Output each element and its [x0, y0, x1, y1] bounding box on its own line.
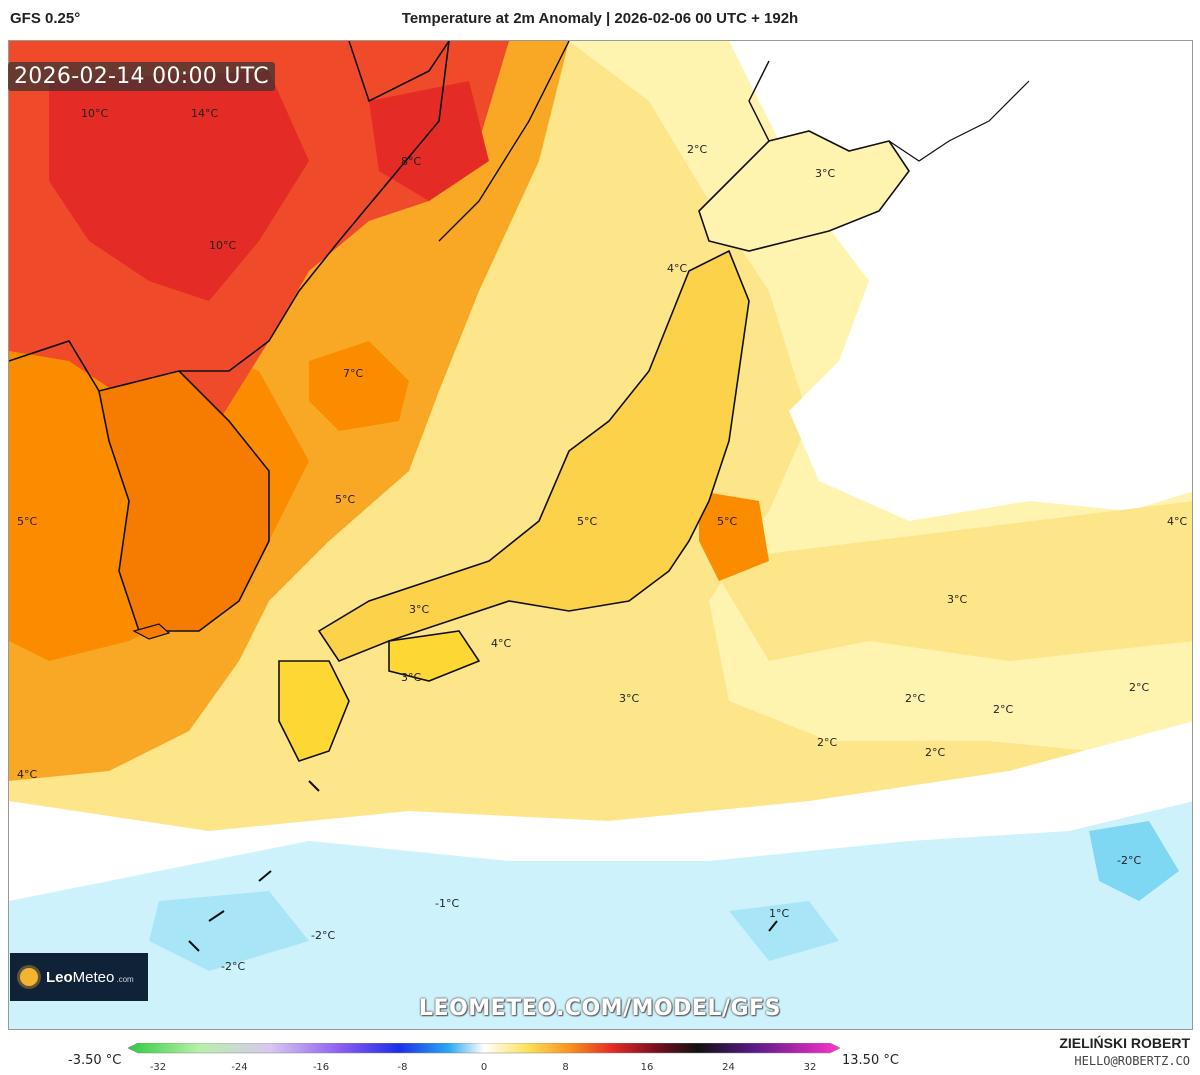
colorbar-tick-label: -32	[150, 1062, 166, 1073]
coast-sakhalin	[748, 60, 770, 142]
author-name: ZIELIŃSKI ROBERT	[1059, 1035, 1190, 1051]
colorbar-tick-label: -24	[231, 1062, 247, 1073]
colorbar: -32 -24 -16 -8 0 8 16 24 32	[128, 1043, 840, 1073]
anomaly-zone-hot-2	[49, 71, 309, 301]
model-name: GFS 0.25°	[10, 10, 81, 27]
map-value-label: 10°C	[81, 107, 108, 120]
url-watermark: LEOMETEO.COM/MODEL/GFS	[419, 996, 781, 1021]
map-value-label: 2°C	[993, 703, 1013, 716]
map-value-label: 3°C	[409, 603, 429, 616]
colorbar-tick-label: 24	[722, 1062, 735, 1073]
coast-kuril	[888, 80, 1030, 162]
coast-russia-east	[438, 41, 570, 242]
logo-tld: .com	[116, 974, 134, 984]
map-value-label: 5°C	[335, 493, 355, 506]
land-kyushu	[278, 660, 350, 762]
anomaly-map[interactable]: 10°C 14°C 8°C 10°C 7°C 5°C 5°C 5°C 5°C 4°C 2°C 3°C 4…	[9, 41, 1193, 1030]
colorbar-tick-label: 32	[804, 1062, 817, 1073]
anomaly-zone-cold-3	[729, 901, 839, 961]
map-title: Temperature at 2m Anomaly | 2026-02-06 0…	[401, 10, 799, 27]
colorbar-tick-label: 16	[641, 1062, 654, 1073]
colorbar-min-label: -3.50 °C	[68, 1053, 122, 1068]
coast-mainland	[9, 41, 450, 392]
map-value-label: 2°C	[687, 143, 707, 156]
map-frame[interactable]: 10°C 14°C 8°C 10°C 7°C 5°C 5°C 5°C 5°C 4°C 2°C 3°C 4…	[8, 40, 1193, 1030]
colorbar-tick-label: -8	[398, 1062, 408, 1073]
map-value-label: 2°C	[817, 736, 837, 749]
valid-time-label: 2026-02-14 00:00 UTC	[8, 62, 275, 91]
map-value-label: 5°C	[17, 515, 37, 528]
map-labels: 10°C 14°C 8°C 10°C 7°C 5°C 5°C 5°C 5°C 4°C 2°C 3°C 4…	[17, 107, 1187, 973]
jeju-island	[132, 623, 171, 640]
coast-sakhalin-russia	[348, 41, 450, 103]
map-value-label: 4°C	[491, 637, 511, 650]
anomaly-zone-warm-4	[699, 491, 769, 581]
map-value-label: 10°C	[209, 239, 236, 252]
map-value-label: 2°C	[1129, 681, 1149, 694]
land-korea	[98, 370, 270, 632]
anomaly-zone-cold-2	[149, 891, 309, 971]
anomaly-zone-hot-3	[369, 81, 489, 201]
colorbar-max-label: 13.50 °C	[842, 1053, 899, 1068]
map-value-label: 2°C	[905, 692, 925, 705]
map-value-label: 4°C	[1167, 515, 1187, 528]
land-honshu	[317, 249, 750, 662]
map-value-label: 4°C	[17, 768, 37, 781]
map-value-label: 1°C	[769, 907, 789, 920]
map-value-label: 3°C	[947, 593, 967, 606]
map-value-label: 5°C	[717, 515, 737, 528]
map-value-label: -2°C	[1117, 854, 1141, 867]
colorbar-tick-label: 8	[562, 1062, 568, 1073]
map-value-label: -2°C	[221, 960, 245, 973]
map-value-label: 5°C	[577, 515, 597, 528]
map-value-label: 3°C	[815, 167, 835, 180]
anomaly-zone-warm-3	[309, 341, 409, 431]
map-value-label: -2°C	[311, 929, 335, 942]
map-value-label: 8°C	[401, 155, 421, 168]
anomaly-zone-cold	[1089, 821, 1179, 901]
ryukyu-islands	[188, 780, 778, 952]
anomaly-zone-cool	[9, 801, 1192, 1029]
sun-icon	[20, 968, 38, 986]
colorbar-tick-label: 0	[481, 1062, 487, 1073]
map-value-label: -1°C	[435, 897, 459, 910]
land-shikoku	[388, 630, 481, 682]
colorbar-gradient	[128, 1043, 840, 1054]
map-value-label: 2°C	[925, 746, 945, 759]
map-value-label: 3°C	[401, 671, 421, 684]
anomaly-zone-east-yellow	[709, 501, 1192, 661]
author-email[interactable]: HELLO@ROBERTZ.CO	[1074, 1054, 1190, 1068]
map-value-label: 7°C	[343, 367, 363, 380]
leometeo-logo[interactable]: LeoMeteo .com	[10, 953, 148, 1001]
map-value-label: 3°C	[619, 692, 639, 705]
map-value-label: 4°C	[667, 262, 687, 275]
map-value-label: 14°C	[191, 107, 218, 120]
colorbar-tick-label: -16	[313, 1062, 329, 1073]
colorbar-ticks: -32 -24 -16 -8 0 8 16 24 32	[150, 1062, 817, 1073]
logo-brand: LeoMeteo	[46, 968, 115, 986]
